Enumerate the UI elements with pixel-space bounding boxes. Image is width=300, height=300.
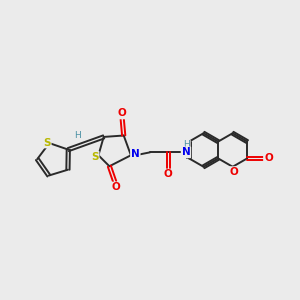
Text: S: S bbox=[91, 152, 99, 162]
Text: N: N bbox=[131, 149, 140, 159]
Text: H: H bbox=[183, 140, 190, 149]
Text: O: O bbox=[230, 167, 239, 177]
Text: O: O bbox=[112, 182, 121, 192]
Text: H: H bbox=[74, 130, 81, 140]
Text: O: O bbox=[164, 169, 173, 179]
Text: S: S bbox=[43, 137, 51, 148]
Text: O: O bbox=[118, 108, 127, 118]
Text: N: N bbox=[182, 147, 190, 157]
Text: O: O bbox=[264, 153, 273, 164]
